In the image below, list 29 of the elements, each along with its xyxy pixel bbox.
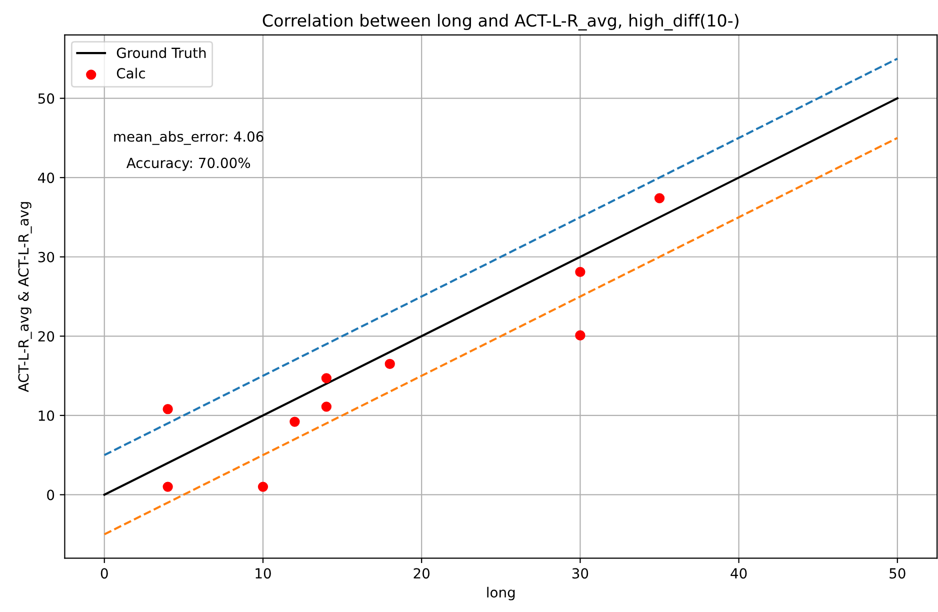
point xyxy=(575,266,586,278)
y-tick-label: 40 xyxy=(38,172,54,184)
y-tick-label: 20 xyxy=(38,331,54,342)
legend-label: Ground Truth xyxy=(116,47,206,58)
point xyxy=(290,416,300,427)
chart-title: Correlation between long and ACT-L-R_avg, high_diff(10-) xyxy=(262,14,738,30)
x-tick-label: 40 xyxy=(730,568,747,579)
point xyxy=(162,482,173,492)
y-tick-label: 30 xyxy=(38,252,54,262)
y-tick-label: 0 xyxy=(47,490,54,500)
point xyxy=(654,193,665,204)
x-tick-label: 30 xyxy=(572,568,588,579)
point xyxy=(321,402,332,412)
x-tick-label: 20 xyxy=(414,568,430,579)
y-tick-label: 50 xyxy=(38,93,54,104)
x-tick-label: 50 xyxy=(890,568,906,579)
point xyxy=(258,482,268,492)
point xyxy=(162,404,173,414)
y-tick-label: 10 xyxy=(38,410,54,421)
x-tick-label: 10 xyxy=(256,568,271,579)
annotation: Accuracy: 70.00% xyxy=(126,158,250,171)
annotation: mean_abs_error: 4.06 xyxy=(114,131,264,145)
legend-label: Calc xyxy=(116,68,145,79)
point xyxy=(384,358,395,369)
x-axis-title: long xyxy=(487,586,515,600)
y-axis-title: ACT-L-R_avg & ACT-L-R_avg xyxy=(18,202,32,392)
point xyxy=(321,373,332,384)
x-tick-label: 0 xyxy=(100,568,108,579)
point xyxy=(575,330,586,340)
